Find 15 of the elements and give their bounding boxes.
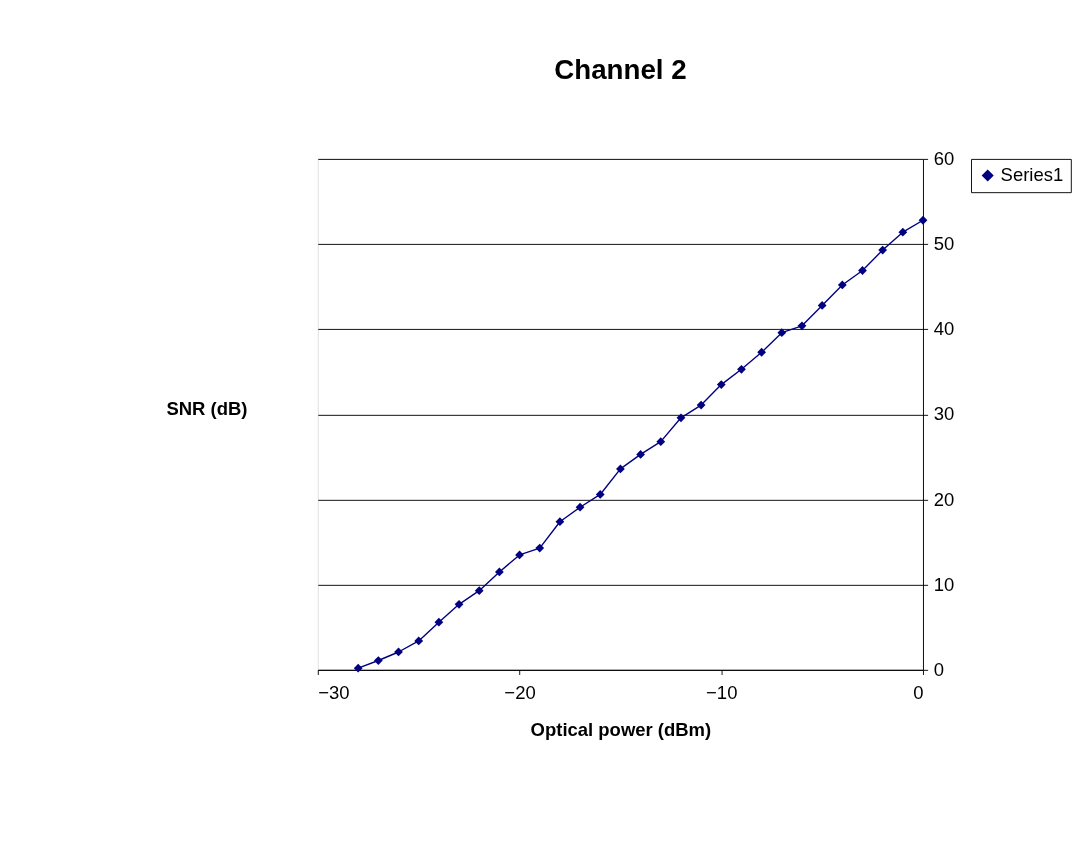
y-tick-label: 20 [933,488,955,510]
x-tick-label: −10 [706,681,738,703]
x-tick-label: 0 [913,681,924,703]
y-tick-label: 40 [933,318,955,340]
x-tick-label: −20 [504,681,536,703]
y-tick-label: 60 [933,147,955,169]
y-tick-label: 50 [933,233,955,255]
x-tick-label: −30 [318,681,350,703]
y-axis-title: SNR (dB) [166,397,248,419]
x-axis-title: Optical power (dBm) [530,718,712,740]
y-tick-label: 30 [933,403,955,425]
legend-label: Series1 [1000,164,1064,186]
y-tick-label: 0 [933,658,944,680]
y-tick-label: 10 [933,573,955,595]
chart-title: Channel 2 [554,54,687,86]
